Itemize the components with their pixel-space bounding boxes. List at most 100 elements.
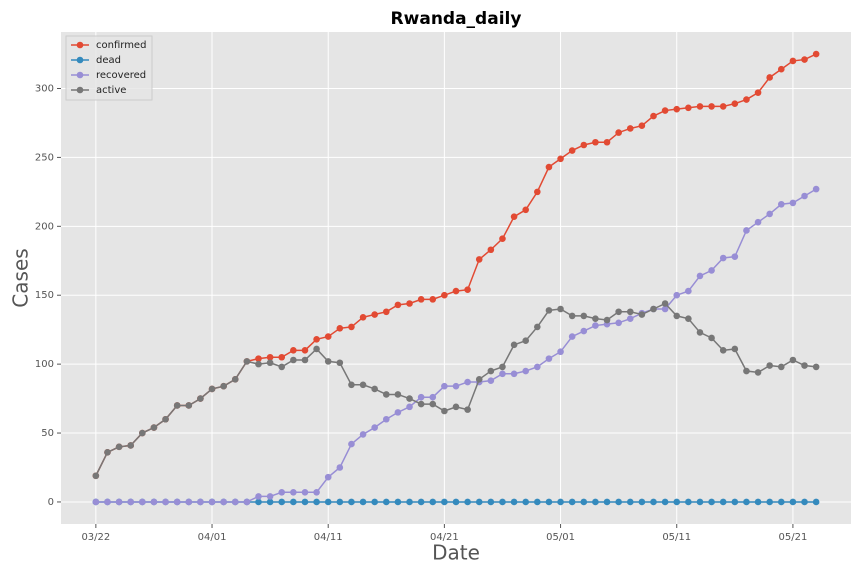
legend-label: confirmed bbox=[96, 40, 146, 51]
point bbox=[592, 138, 599, 146]
point bbox=[673, 105, 681, 113]
point bbox=[650, 498, 657, 506]
point bbox=[754, 89, 762, 96]
point bbox=[592, 315, 599, 322]
point bbox=[510, 341, 518, 349]
point bbox=[359, 313, 367, 321]
point bbox=[557, 498, 564, 506]
point bbox=[673, 498, 681, 506]
point bbox=[266, 498, 274, 506]
point bbox=[429, 400, 437, 408]
point bbox=[382, 415, 390, 423]
point bbox=[522, 367, 530, 375]
point bbox=[801, 362, 808, 369]
point bbox=[638, 498, 646, 506]
point bbox=[719, 254, 727, 262]
point bbox=[522, 337, 530, 345]
legend-marker bbox=[76, 41, 84, 49]
point bbox=[812, 498, 820, 506]
point bbox=[685, 104, 692, 112]
legend-label: active bbox=[96, 85, 126, 96]
point bbox=[708, 498, 715, 506]
point bbox=[371, 311, 378, 318]
point bbox=[150, 498, 158, 506]
point bbox=[626, 308, 634, 316]
x-tick-label: 04/21 bbox=[430, 532, 459, 543]
point bbox=[522, 206, 530, 214]
point bbox=[290, 356, 297, 364]
point bbox=[417, 400, 425, 408]
x-tick-label: 05/01 bbox=[546, 532, 575, 543]
point bbox=[371, 498, 378, 506]
point bbox=[324, 473, 332, 481]
point bbox=[534, 498, 541, 506]
point bbox=[534, 188, 541, 196]
x-tick-label: 03/22 bbox=[81, 532, 110, 543]
point bbox=[441, 291, 448, 299]
point bbox=[290, 498, 297, 506]
point bbox=[406, 498, 413, 506]
point bbox=[324, 498, 332, 506]
point bbox=[568, 312, 576, 320]
point bbox=[336, 464, 344, 471]
point bbox=[685, 498, 692, 506]
point bbox=[568, 333, 576, 340]
point bbox=[185, 498, 193, 506]
point bbox=[452, 403, 460, 411]
x-tick-label: 04/11 bbox=[314, 532, 343, 543]
point bbox=[348, 323, 355, 331]
point bbox=[301, 498, 309, 506]
point bbox=[359, 431, 367, 438]
point bbox=[510, 213, 518, 220]
point bbox=[115, 498, 123, 506]
point bbox=[650, 305, 657, 313]
point bbox=[754, 369, 762, 376]
point bbox=[592, 498, 599, 506]
point bbox=[557, 155, 564, 163]
point bbox=[417, 393, 425, 401]
y-tick-label: 0 bbox=[48, 497, 54, 508]
point bbox=[266, 493, 274, 500]
point bbox=[766, 210, 773, 218]
point bbox=[255, 360, 262, 368]
point bbox=[417, 498, 425, 506]
point bbox=[324, 358, 332, 365]
legend-label: recovered bbox=[96, 70, 146, 81]
point bbox=[336, 359, 344, 367]
point bbox=[626, 125, 634, 132]
point bbox=[812, 50, 820, 58]
point bbox=[731, 253, 739, 260]
point bbox=[278, 489, 286, 496]
point bbox=[534, 363, 541, 371]
point bbox=[394, 409, 402, 416]
point bbox=[464, 378, 471, 386]
point bbox=[371, 424, 378, 431]
point bbox=[208, 498, 216, 506]
point bbox=[801, 498, 808, 506]
point bbox=[696, 498, 704, 506]
y-tick-label: 200 bbox=[35, 221, 54, 232]
point bbox=[812, 185, 820, 193]
point bbox=[243, 498, 251, 506]
point bbox=[475, 498, 483, 506]
y-tick-label: 50 bbox=[41, 428, 54, 439]
point bbox=[197, 498, 204, 506]
x-axis-label: Date bbox=[432, 541, 480, 565]
point bbox=[626, 498, 634, 506]
point bbox=[115, 443, 123, 451]
point bbox=[534, 323, 541, 331]
point bbox=[208, 385, 216, 393]
point bbox=[789, 356, 797, 364]
y-tick-label: 300 bbox=[35, 84, 54, 95]
point bbox=[685, 287, 692, 295]
point bbox=[371, 385, 378, 393]
point bbox=[441, 498, 448, 506]
point bbox=[801, 56, 808, 63]
point bbox=[638, 311, 646, 318]
point bbox=[278, 353, 286, 361]
point bbox=[266, 353, 274, 361]
point bbox=[301, 356, 309, 364]
legend-marker bbox=[76, 71, 84, 79]
point bbox=[301, 347, 309, 354]
point bbox=[441, 382, 448, 390]
